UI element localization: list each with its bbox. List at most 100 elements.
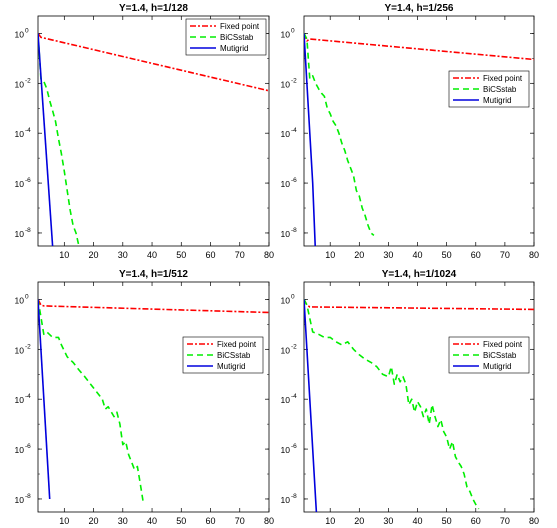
series-line-fixed-point	[304, 299, 534, 311]
series-line-fixed-point	[38, 299, 269, 314]
x-tick-label: 20	[354, 250, 364, 260]
legend-label: BiCSstab	[220, 33, 254, 42]
x-tick-label: 80	[529, 250, 539, 260]
legend: Fixed point BiCSstab Mutigrid	[182, 336, 264, 374]
y-tick-label: 10	[15, 29, 25, 39]
legend-label: Mutigrid	[483, 362, 511, 371]
series-group	[304, 33, 534, 246]
legend-label: Fixed point	[483, 340, 523, 349]
plot-frame	[303, 281, 535, 513]
legend-box	[182, 336, 264, 374]
x-tick-label: 70	[235, 516, 245, 526]
x-tick-label: 40	[147, 516, 157, 526]
y-tick-label: 10	[281, 445, 291, 455]
y-tick-label-exponent: -6	[291, 177, 297, 184]
legend-label: BiCSstab	[483, 85, 517, 94]
x-tick-label: 60	[471, 516, 481, 526]
x-tick-label: 80	[529, 516, 539, 526]
y-tick-label-exponent: -8	[291, 227, 297, 234]
y-tick-label: 10	[15, 345, 25, 355]
y-tick-label-exponent: -2	[291, 77, 297, 84]
series-group	[38, 32, 269, 246]
y-tick-label-exponent: -6	[25, 177, 31, 184]
chart-title: Y=1.4, h=1/128	[119, 3, 188, 14]
series-line-bicsstab	[38, 33, 81, 246]
y-tick-label: 10	[15, 495, 25, 505]
x-tick-label: 30	[383, 516, 393, 526]
x-tick-label: 70	[500, 250, 510, 260]
series-line-mutigrid	[304, 33, 317, 246]
x-tick-label: 50	[442, 250, 452, 260]
x-tick-label: 50	[176, 250, 186, 260]
chart-title: Y=1.4, h=1/256	[385, 3, 454, 14]
y-tick-label: 10	[15, 395, 25, 405]
series-line-fixed-point	[38, 32, 269, 92]
chart-title: Y=1.4, h=1/1024	[382, 269, 457, 280]
legend: Fixed point BiCSstab Mutigrid	[448, 70, 530, 108]
legend: Fixed point BiCSstab Mutigrid	[448, 336, 530, 374]
x-tick-label: 10	[325, 250, 335, 260]
series-group	[38, 299, 269, 503]
x-tick-label: 60	[206, 516, 216, 526]
y-tick-label: 10	[15, 129, 25, 139]
y-tick-label-exponent: -2	[25, 77, 31, 84]
x-tick-label: 20	[89, 516, 99, 526]
legend-box	[448, 336, 530, 374]
legend-label: Mutigrid	[483, 96, 511, 105]
y-tick-label-exponent: -4	[25, 393, 31, 400]
x-tick-label: 70	[235, 250, 245, 260]
y-tick-label-exponent: 0	[291, 293, 295, 300]
y-tick-label-exponent: -8	[291, 493, 297, 500]
x-tick-label: 60	[471, 250, 481, 260]
legend-label: Mutigrid	[217, 362, 245, 371]
y-tick-label-exponent: -8	[25, 493, 31, 500]
y-tick-label: 10	[15, 79, 25, 89]
series-line-mutigrid	[38, 33, 54, 246]
legend-label: Mutigrid	[220, 44, 248, 53]
x-tick-label: 50	[442, 516, 452, 526]
x-tick-label: 20	[354, 516, 364, 526]
y-tick-label: 10	[15, 179, 25, 189]
y-tick-label-exponent: -6	[291, 443, 297, 450]
legend-box	[448, 70, 530, 108]
x-tick-label: 40	[413, 250, 423, 260]
series-line-bicsstab	[38, 299, 145, 503]
y-tick-label-exponent: -2	[291, 343, 297, 350]
y-tick-label-exponent: 0	[291, 27, 295, 34]
y-tick-label: 10	[15, 295, 25, 305]
x-tick-label: 10	[325, 516, 335, 526]
y-tick-label: 10	[281, 129, 291, 139]
x-tick-label: 10	[59, 250, 69, 260]
y-tick-label-exponent: -4	[291, 127, 297, 134]
series-line-fixed-point	[304, 33, 534, 61]
series-group	[304, 299, 534, 512]
chart-title: Y=1.4, h=1/512	[119, 269, 188, 280]
series-line-bicsstab	[304, 299, 480, 510]
series-line-mutigrid	[38, 299, 51, 500]
legend-label: BiCSstab	[217, 351, 251, 360]
plot-frame	[37, 15, 270, 247]
series-line-mutigrid	[304, 299, 318, 512]
y-tick-label-exponent: 0	[25, 27, 29, 34]
legend-label: Fixed point	[483, 74, 523, 83]
x-tick-label: 50	[176, 516, 186, 526]
y-tick-label: 10	[281, 229, 291, 239]
y-tick-label: 10	[281, 29, 291, 39]
x-tick-label: 30	[118, 516, 128, 526]
plot-frame	[303, 15, 535, 247]
x-tick-label: 70	[500, 516, 510, 526]
x-tick-label: 40	[147, 250, 157, 260]
x-tick-label: 20	[89, 250, 99, 260]
y-tick-label-exponent: -2	[25, 343, 31, 350]
series-line-bicsstab	[304, 33, 375, 237]
plot-frame	[37, 281, 270, 513]
y-tick-label: 10	[281, 395, 291, 405]
y-tick-label: 10	[281, 495, 291, 505]
x-tick-label: 60	[206, 250, 216, 260]
legend-label: Fixed point	[220, 22, 260, 31]
